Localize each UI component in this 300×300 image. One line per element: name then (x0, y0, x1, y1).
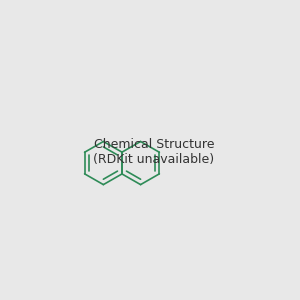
Text: Chemical Structure
(RDKit unavailable): Chemical Structure (RDKit unavailable) (93, 137, 214, 166)
